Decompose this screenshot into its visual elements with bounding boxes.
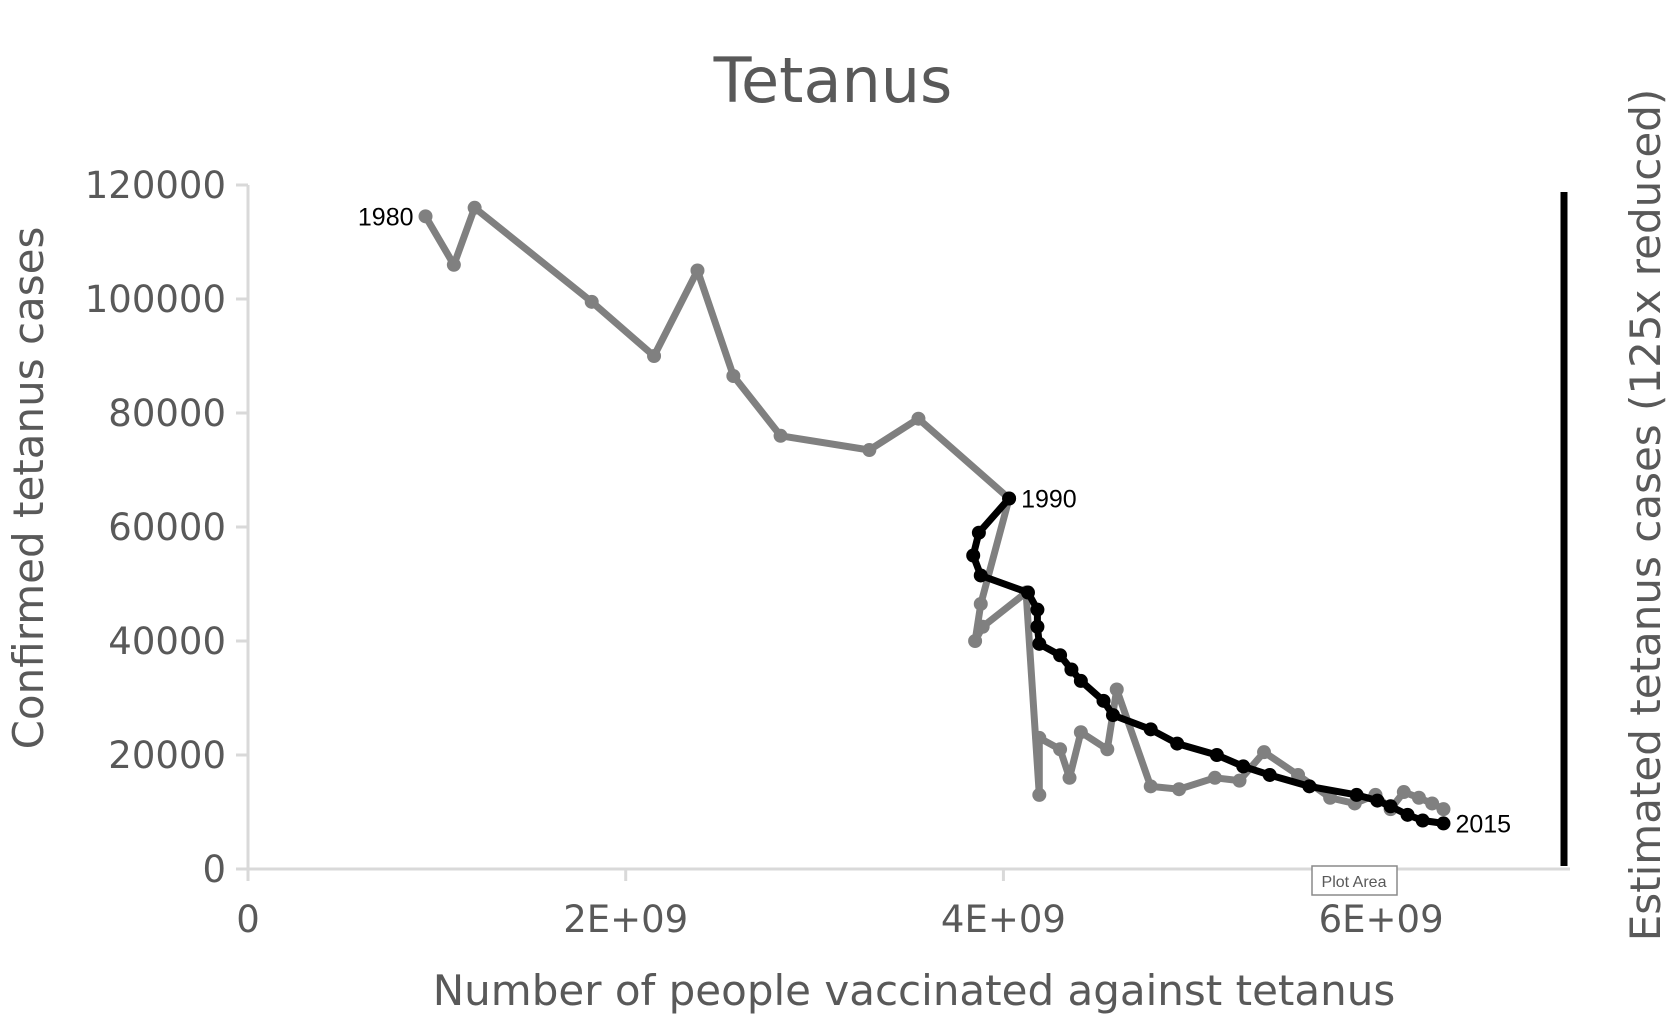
series-2-point [1400, 807, 1415, 822]
series-1-point [1143, 779, 1158, 794]
series-1-point [1109, 682, 1124, 697]
y-tick-label: 0 [202, 848, 226, 891]
chart-title: Tetanus [713, 44, 953, 117]
series-2-point [1383, 799, 1398, 814]
series-1-point [973, 596, 988, 611]
series-1-point [1100, 742, 1115, 757]
series-1 [418, 200, 1451, 817]
series-2-point [1349, 787, 1364, 802]
x-tick-label: 0 [236, 898, 260, 941]
series-1-point [1073, 725, 1088, 740]
series-1-point [1053, 742, 1068, 757]
series-2-point [1105, 708, 1120, 723]
series-1-point [1411, 790, 1426, 805]
series-1-point [911, 411, 926, 426]
y-tick-label: 20000 [108, 734, 226, 777]
series-1-point [690, 263, 705, 278]
plot-area-tooltip: Plot Area [1311, 865, 1398, 896]
y-tick-label: 60000 [108, 506, 226, 549]
y-tick-label: 40000 [108, 620, 226, 663]
series-2-point [1030, 602, 1045, 617]
y-tick-label: 80000 [108, 392, 226, 435]
axes: 0 20000 40000 60000 80000 100000 120000 0 2E+09 4… [85, 164, 1570, 941]
series-2-line [969, 495, 1447, 827]
series-1-point [1032, 730, 1047, 745]
series-1-point [467, 200, 482, 215]
series-2-point [1032, 636, 1047, 651]
series-1-point [1062, 770, 1077, 785]
series-1-point [1425, 796, 1440, 811]
series-layer [418, 200, 1451, 831]
series-1-point [862, 443, 877, 458]
x-tick-label: 6E+09 [1319, 898, 1444, 941]
series-2-point [1170, 736, 1185, 751]
series-1-point [1291, 767, 1306, 782]
point-label: 1980 [358, 203, 414, 231]
series-2-point [973, 568, 988, 583]
series-1-point [975, 619, 990, 634]
y-axis-title: Confirmed tetanus cases [4, 227, 53, 750]
y-tick-label: 100000 [85, 278, 226, 321]
point-labels: 1980 1990 2015 [358, 203, 1511, 838]
series-1-point [968, 634, 983, 648]
series-2-point [1064, 662, 1079, 677]
point-label: 1990 [1021, 486, 1077, 514]
series-1-point [1232, 773, 1247, 788]
series-2-point [971, 525, 986, 540]
series-2-point [1096, 693, 1111, 708]
series-1-point [1172, 782, 1187, 797]
series-2-point [1020, 585, 1035, 600]
series-1-point [418, 209, 433, 224]
series-1-point [647, 349, 662, 363]
x-tick-label: 2E+09 [563, 898, 688, 941]
series-2-point [1370, 793, 1385, 808]
series-1-point [1257, 745, 1272, 760]
series-1-point [773, 428, 788, 443]
x-tick-label: 4E+09 [941, 898, 1066, 941]
series-2-point [1053, 648, 1068, 663]
series-1-line [422, 204, 1447, 813]
series-1-point [1032, 787, 1047, 802]
y2-axis-title: Estimated tetanus cases (125x reduced) [1621, 89, 1670, 942]
series-1-point [446, 257, 461, 272]
series-2-point [1073, 673, 1088, 688]
series-1-point [1396, 785, 1411, 800]
point-label: 2015 [1455, 810, 1511, 838]
series-2-point [1143, 722, 1158, 737]
series-2-point [966, 548, 981, 563]
series-1-point [1207, 770, 1222, 785]
series-1-point [584, 294, 599, 309]
series-1-point [726, 368, 741, 383]
series-2-point [1262, 767, 1277, 782]
x-axis-title: Number of people vaccinated against teta… [433, 966, 1396, 1015]
series-2-point [1209, 748, 1224, 762]
series-2-point [1030, 619, 1045, 634]
series-2-point [1436, 816, 1451, 831]
series-2-point [1415, 813, 1430, 828]
series-2-point [1302, 779, 1317, 794]
series-2 [966, 491, 1451, 831]
tooltip-text: Plot Area [1322, 874, 1387, 891]
series-2-point [1002, 491, 1017, 506]
y-tick-label: 120000 [85, 164, 226, 207]
series-2-point [1236, 759, 1251, 774]
series-1-point [1436, 802, 1451, 817]
